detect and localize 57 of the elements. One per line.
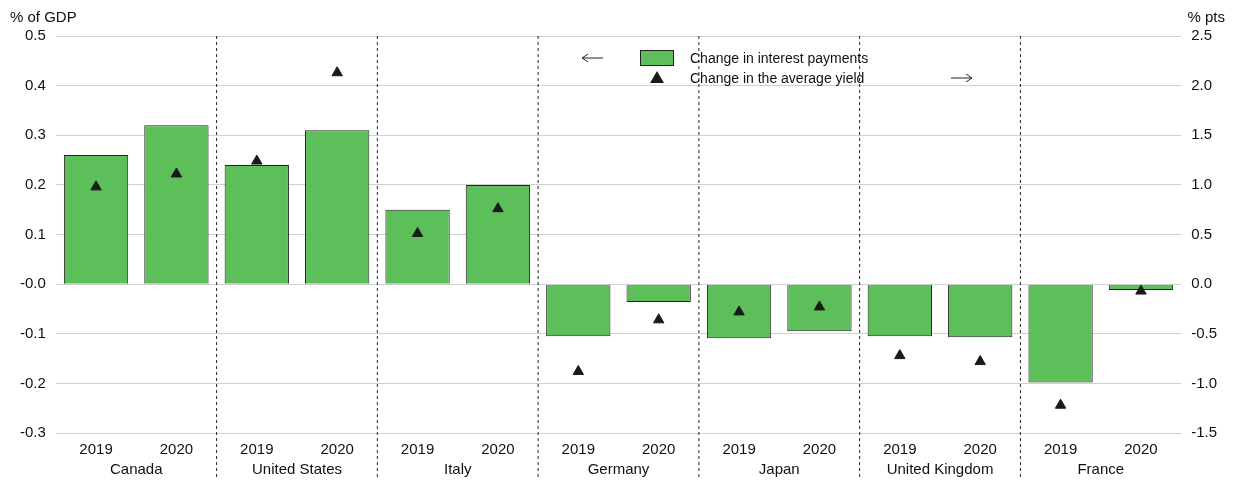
point <box>1135 284 1147 295</box>
point <box>572 364 585 375</box>
y-tick-label: 0.5 <box>24 26 46 44</box>
y-tick-label: 0.3 <box>24 125 46 143</box>
x-tick-label: 2019 <box>79 440 113 458</box>
text: United States <box>251 460 343 478</box>
x-tick-label: 2019 <box>240 440 274 458</box>
legend-label: Change in the average yield <box>690 70 865 86</box>
x-tick-label: 2020 <box>481 440 515 458</box>
point <box>492 202 504 213</box>
y-tick-label: -0.1 <box>19 323 46 341</box>
point <box>411 227 424 238</box>
point <box>813 300 826 311</box>
text: Italy <box>443 460 472 478</box>
x-tick-label: 2019 <box>722 440 756 458</box>
x-tick-label: 2020 <box>320 440 354 458</box>
legend-label: Change in interest payments <box>690 50 869 66</box>
point <box>652 313 665 324</box>
text: France <box>1077 460 1125 478</box>
y-tick-label: 0.2 <box>24 175 46 193</box>
x-tick-label: 2020 <box>963 440 997 458</box>
y-tick-label: -0.3 <box>19 423 46 441</box>
x-tick-label: 2020 <box>802 440 837 458</box>
y2-tick-label: -1.5 <box>1191 423 1218 441</box>
y2-tick-label: -0.5 <box>1191 323 1218 341</box>
x-tick-label: 2019 <box>561 440 595 458</box>
point <box>733 305 745 316</box>
y2-tick-label: 2.0 <box>1191 75 1213 93</box>
y-tick-label: -0.2 <box>19 373 46 391</box>
y2-tick-label: 0.0 <box>1191 274 1213 292</box>
point <box>170 167 183 178</box>
y2-tick-label: 0.5 <box>1191 224 1213 242</box>
point <box>251 154 263 165</box>
x-tick-label: 2020 <box>159 440 194 458</box>
text: United Kingdom <box>886 460 994 478</box>
text: Canada <box>109 460 164 478</box>
x-tick-label: 2019 <box>883 440 917 458</box>
y2-tick-label: 1.0 <box>1191 175 1213 193</box>
text: Japan <box>758 460 800 478</box>
point <box>1054 398 1067 409</box>
y2-axis-title: % pts <box>1187 8 1225 25</box>
y-tick-label: 0.1 <box>24 224 46 242</box>
y-axis-title: % of GDP <box>10 8 77 25</box>
y-tick-label: -0.0 <box>19 274 46 292</box>
point <box>894 349 906 360</box>
point <box>974 355 986 366</box>
x-tick-label: 2019 <box>1043 440 1078 458</box>
y2-tick-label: 1.5 <box>1191 125 1213 143</box>
y2-tick-label: -1.0 <box>1191 373 1218 391</box>
y-tick-label: 0.4 <box>24 75 46 93</box>
text: Germany <box>587 460 650 478</box>
x-tick-label: 2019 <box>400 440 435 458</box>
x-tick-label: 2020 <box>642 440 676 458</box>
point <box>90 180 102 191</box>
point <box>331 66 343 77</box>
x-tick-label: 2020 <box>1124 440 1158 458</box>
y2-tick-label: 2.5 <box>1191 26 1213 44</box>
